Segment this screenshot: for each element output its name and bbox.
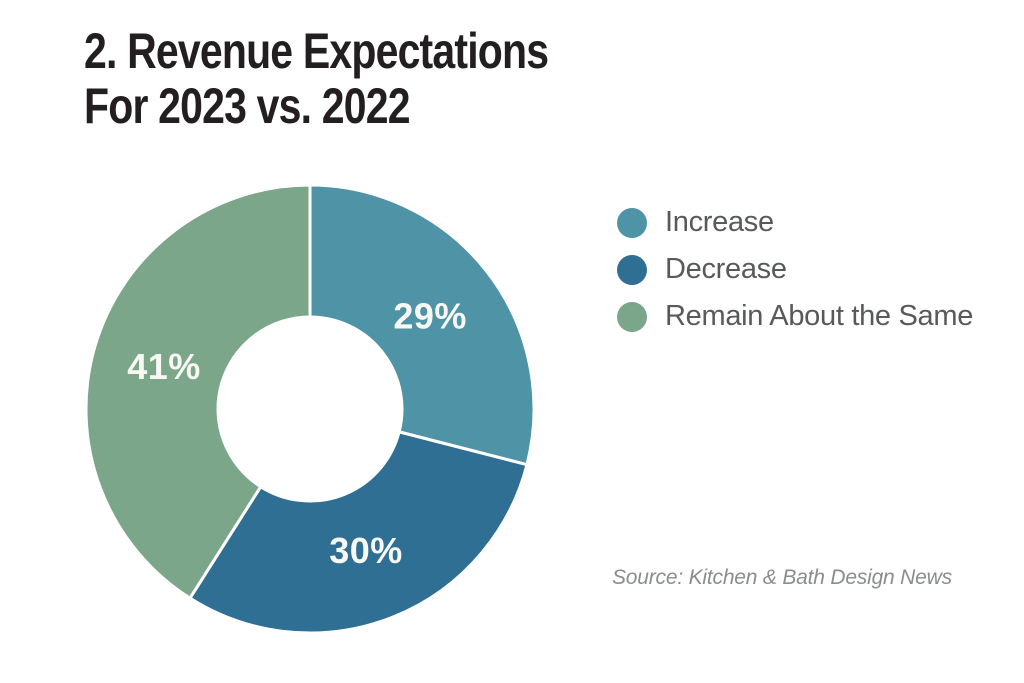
donut-chart: 29% 30% 41% [78,177,542,641]
legend-label-remain: Remain About the Same [665,300,974,332]
chart-title-line-2: For 2023 vs. 2022 [84,78,411,134]
legend-label-decrease: Decrease [665,253,787,285]
slice-value-label: 29% [393,295,467,336]
chart-legend: Increase Decrease Remain About the Same [617,199,973,340]
legend-item-decrease: Decrease [617,246,973,293]
slice-value-label: 30% [329,530,403,571]
donut-chart-svg: 29% 30% 41% [84,183,536,635]
donut-segment-decrease [187,430,529,635]
chart-title: 2. Revenue Expectations For 2023 vs. 202… [84,23,549,134]
legend-swatch-increase-icon [617,207,647,238]
legend-item-increase: Increase [617,199,973,246]
source-note: Source: Kitchen & Bath Design News [612,566,952,589]
legend-swatch-remain-icon [617,301,647,332]
slice-value-label: 41% [127,346,201,387]
donut-segment-increase [308,183,536,467]
legend-item-remain-about-the-same: Remain About the Same [617,293,973,340]
chart-title-line-1: 2. Revenue Expectations [84,23,549,79]
legend-label-increase: Increase [665,206,774,238]
donut-segment-remain-about-the-same [84,183,312,601]
legend-swatch-decrease-icon [617,254,647,285]
